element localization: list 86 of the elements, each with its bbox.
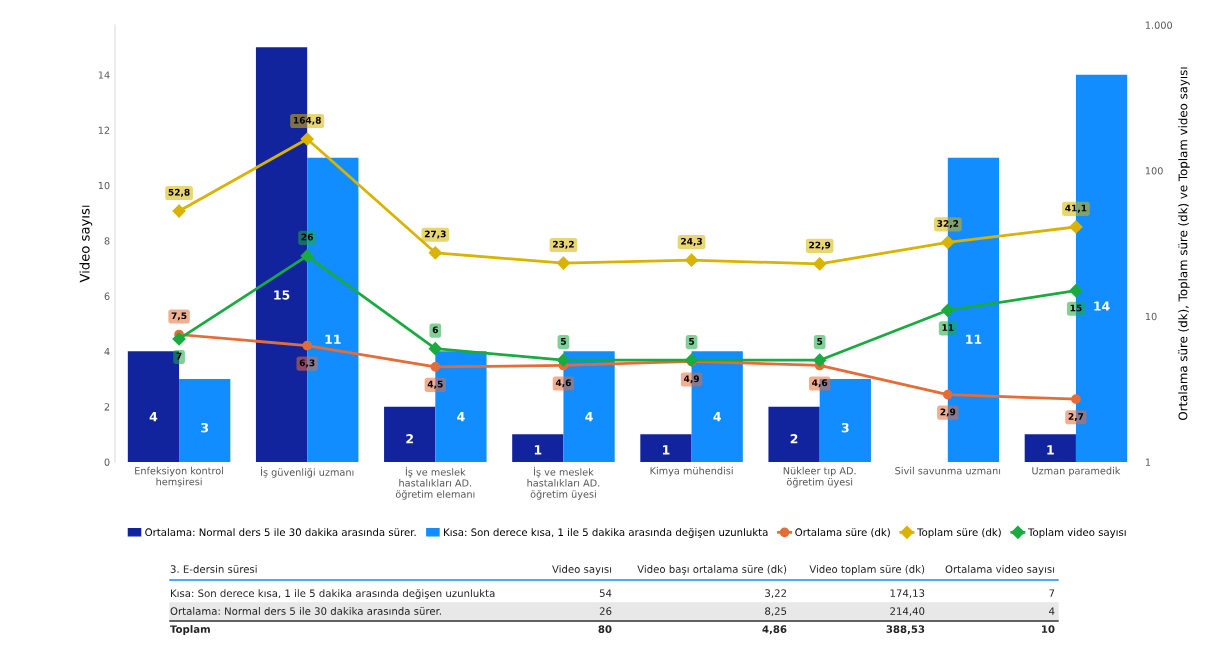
y2-tick-label: 10 [1145, 312, 1157, 321]
data-label: 164,8 [293, 116, 321, 125]
data-label: 4 [585, 412, 593, 422]
text: Ortalama: Normal ders 5 ile 30 dakika arasında sürer. [170, 607, 441, 615]
data-label: 4,9 [683, 375, 699, 384]
text: 80 [598, 625, 612, 633]
y2-tick-label: 1 [1145, 458, 1151, 466]
data-label: 7 [176, 352, 182, 360]
data-label: 3 [201, 422, 209, 433]
data-label: 15 [1070, 304, 1082, 312]
data-label: 6,3 [299, 359, 315, 368]
y-tick-label: 0 [104, 458, 110, 466]
text: 8,25 [765, 607, 787, 616]
text: 174,13 [890, 589, 925, 598]
data-label: 1 [534, 445, 542, 455]
y2-axis-title: Ortalama süre (dk), Toplam süre (dk) ve Toplam video sayısı [1178, 67, 1190, 420]
x-tick-label: Kimya mühendisi [650, 466, 733, 477]
text: 3,22 [765, 589, 786, 598]
data-label: 7,5 [171, 312, 187, 321]
data-label: 41,1 [1065, 204, 1087, 213]
data-label: 15 [274, 290, 290, 300]
data-label: 5 [817, 338, 823, 345]
y2-tick-label: 100 [1145, 167, 1163, 175]
x-tick-label: Nükleer tıp AD. öğretim üyesi [783, 466, 856, 488]
y-tick-label: 6 [104, 292, 110, 300]
data-label: 4 [457, 412, 465, 422]
text: 7 [1049, 589, 1055, 597]
data-label: 26 [301, 233, 313, 241]
data-label: 2,9 [940, 408, 956, 417]
x-tick-label: Sivil savunma uzmanı [895, 466, 1001, 475]
x-tick-label: İş ve meslek hastalıkları AD. öğretim üyesi [527, 466, 600, 500]
data-label: 11 [325, 334, 341, 344]
y-tick-label: 8 [104, 237, 110, 245]
text: 3. E-dersin süresi [170, 565, 257, 573]
text: Kısa: Son derece kısa, 1 ile 5 dakika arasında değişen uzunlukta [170, 588, 495, 600]
y-tick-label: 12 [98, 126, 110, 134]
data-label: 24,3 [681, 237, 702, 246]
text: 26 [599, 607, 612, 615]
y-axis-title: Video sayısı [79, 205, 93, 283]
text: 214,40 [890, 607, 925, 616]
data-label: 11 [966, 334, 982, 344]
data-label: 4,5 [427, 380, 443, 389]
data-label: 6 [432, 326, 438, 334]
y-tick-label: 4 [104, 347, 110, 356]
data-label: 2 [790, 434, 798, 444]
text: Video başı ortalama süre (dk) [637, 565, 787, 575]
data-label: 22,9 [809, 241, 831, 250]
x-tick-label: Uzman paramedik [1032, 466, 1121, 477]
data-label: 2 [406, 434, 413, 444]
y-tick-label: 10 [98, 181, 110, 190]
data-label: 14 [1094, 301, 1110, 311]
x-tick-label: İş ve meslek hastalıkları AD. öğretim elemanı [395, 466, 475, 500]
text: 4,86 [762, 625, 787, 635]
text: 54 [599, 589, 612, 597]
data-label: 32,2 [937, 220, 959, 229]
legend-label: Ortalama süre (dk) [795, 528, 890, 538]
y-tick-label: 2 [104, 403, 110, 411]
data-label: 2,7 [1068, 413, 1084, 421]
legend-label: Toplam video sayısı [1027, 528, 1126, 538]
data-label: 1 [663, 445, 670, 455]
y-tick-label: 14 [98, 71, 110, 79]
data-label: 4 [149, 412, 158, 422]
x-tick-label: İş güvenliği uzmanı [261, 466, 354, 478]
legend-label: Kısa: Son derece kısa, 1 ile 5 dakika arasında değişen uzunlukta [444, 527, 768, 538]
x-tick-label: Enfeksiyon kontrol hemşiresi [135, 466, 223, 488]
data-label: 52,8 [168, 188, 190, 197]
data-label: 5 [689, 338, 695, 345]
data-label: 4 [713, 412, 721, 422]
data-label: 23,2 [553, 240, 574, 249]
legend-label: Ortalama: Normal ders 5 ile 30 dakika arasında sürer. [145, 528, 416, 537]
text: Toplam [170, 625, 210, 635]
data-label: 4,6 [812, 379, 828, 388]
data-label: 11 [942, 324, 954, 331]
legend-label: Toplam süre (dk) [917, 528, 1001, 538]
text: Ortalama video sayısı [945, 565, 1055, 575]
data-label: 1 [1047, 445, 1054, 455]
text: Video toplam süre (dk) [809, 565, 925, 575]
data-label: 5 [560, 338, 566, 345]
data-label: 27,3 [424, 230, 446, 239]
text: 388,53 [886, 625, 925, 635]
data-label: 4,6 [555, 379, 571, 388]
text: 10 [1042, 625, 1055, 633]
data-label: 3 [841, 422, 849, 433]
y2-tick-label: 1.000 [1145, 21, 1173, 29]
text: Video sayısı [552, 565, 612, 575]
text: 4 [1049, 607, 1055, 615]
